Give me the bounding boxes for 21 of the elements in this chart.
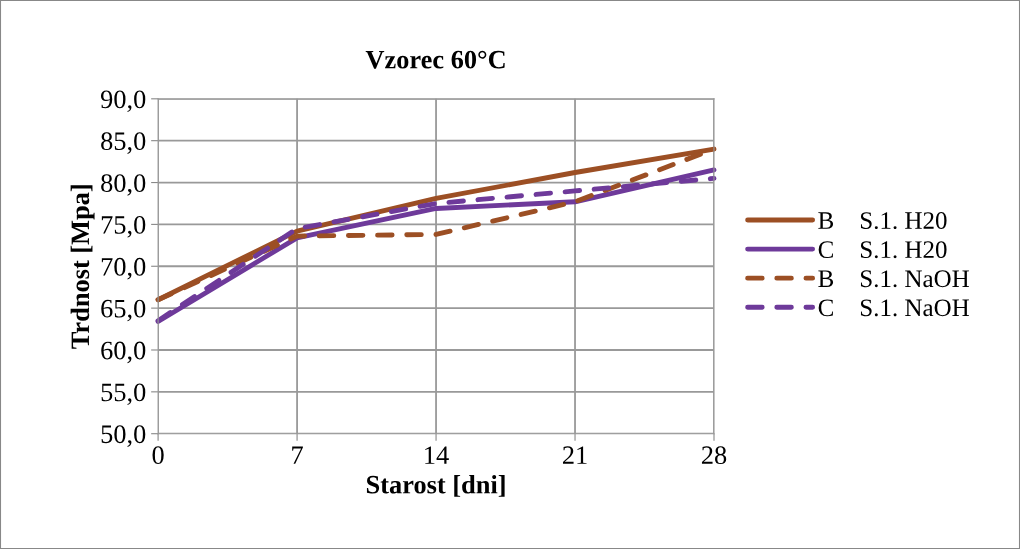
x-tick-label: 7 bbox=[292, 446, 303, 464]
y-tick-label: 60,0 bbox=[101, 341, 146, 364]
x-tick-label: 21 bbox=[562, 446, 587, 464]
x-tick-label: 14 bbox=[425, 446, 449, 464]
x-tick-label: 28 bbox=[701, 446, 727, 465]
y-tick-label: 85,0 bbox=[101, 132, 146, 154]
x-axis-title: Starost [dni] bbox=[366, 475, 505, 497]
chart-title: Vzorec 60°C bbox=[365, 50, 505, 69]
y-tick-label: 90,0 bbox=[100, 90, 146, 113]
legend-label: C S.1. NaOH bbox=[818, 299, 969, 317]
y-tick-label: 75,0 bbox=[101, 216, 146, 238]
y-tick-label: 80,0 bbox=[101, 174, 146, 196]
y-tick-label: 55,0 bbox=[101, 383, 146, 406]
y-axis-title: Trdnost [Mpa] bbox=[70, 185, 95, 349]
legend-label: B S.1. H20 bbox=[818, 212, 947, 230]
x-tick-label: 0 bbox=[152, 446, 164, 465]
legend-label: B S.1. NaOH bbox=[818, 270, 969, 288]
y-tick-label: 50,0 bbox=[101, 425, 146, 447]
legend-label: C S.1. H20 bbox=[818, 241, 947, 259]
y-tick-label: 65,0 bbox=[101, 299, 146, 322]
y-tick-label: 70,0 bbox=[101, 257, 146, 280]
